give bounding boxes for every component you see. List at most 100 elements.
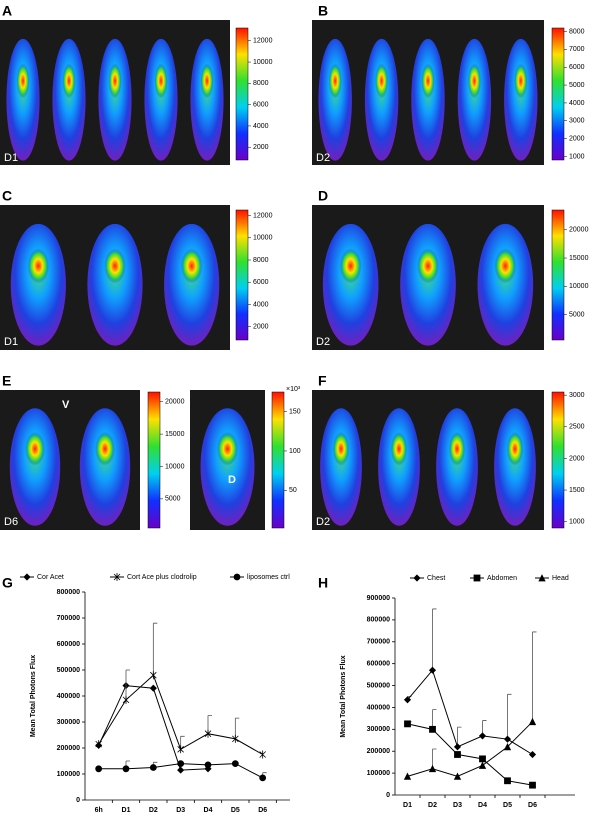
colorbar (271, 391, 285, 529)
day-label: D2 (316, 336, 330, 348)
marker (122, 765, 130, 773)
marker (538, 574, 546, 582)
marker (113, 573, 121, 581)
day-label: D6 (4, 516, 18, 528)
colorbar (551, 27, 565, 161)
marker (95, 765, 103, 773)
series-line (407, 669, 533, 755)
marker (231, 760, 239, 767)
marker (204, 761, 212, 769)
legend-label: Cort Ace plus clodrolip (127, 574, 197, 581)
signal-hotspot (104, 248, 126, 284)
marker (122, 695, 130, 704)
y-tick-label: 0 (76, 797, 80, 804)
colorbar-tick-label: 2000 (253, 324, 269, 331)
legend-label: Head (552, 575, 569, 582)
y-tick-label: 300000 (57, 719, 80, 726)
x-tick-label: D4 (478, 802, 487, 809)
x-tick-label: D6 (528, 802, 537, 809)
series-line (98, 685, 209, 771)
panel-label: B (318, 3, 328, 19)
signal-hotspot (514, 63, 528, 99)
colorbar-tick-label: 100 (289, 448, 301, 455)
marker (259, 750, 266, 759)
marker (259, 774, 267, 782)
signal-hotspot (95, 432, 115, 466)
error-bar (152, 622, 158, 676)
y-tick-label: 900000 (367, 595, 390, 602)
marker (453, 772, 462, 780)
error-bar (532, 631, 537, 722)
marker (473, 574, 481, 582)
day-label: D1 (4, 152, 18, 164)
marker (150, 671, 157, 680)
x-tick-label: D5 (503, 802, 512, 809)
marker (149, 684, 157, 692)
y-tick-label: 700000 (57, 615, 80, 622)
colorbar-tick-label: 12000 (253, 212, 273, 219)
marker (503, 742, 512, 751)
signal-hotspot (200, 63, 214, 99)
marker (528, 750, 537, 759)
marker (479, 755, 486, 763)
colorbar-tick-label: 4000 (569, 100, 585, 107)
error-bar (432, 748, 437, 769)
signal-hotspot (421, 63, 435, 99)
marker (149, 764, 157, 771)
series (403, 631, 537, 780)
marker (204, 729, 212, 738)
signal-hotspot (154, 63, 168, 99)
panel-label: A (2, 3, 12, 19)
colorbar-tick-label: 2000 (253, 144, 269, 151)
error-bar (432, 608, 437, 671)
mouse-body (504, 38, 538, 161)
colorbar-tick-label: 2500 (569, 424, 585, 431)
y-tick-label: 100000 (367, 770, 390, 777)
x-tick-label: D1 (403, 802, 412, 809)
marker (403, 696, 412, 704)
y-axis-label: Mean Total Photons Flux (30, 655, 37, 737)
colorbar (147, 391, 161, 529)
signal-hotspot (328, 63, 342, 99)
day-label: D2 (316, 516, 330, 528)
y-tick-label: 400000 (57, 693, 80, 700)
series-line (407, 721, 533, 777)
x-tick-label: D2 (428, 802, 437, 809)
y-tick-label: 700000 (367, 639, 390, 646)
colorbar (235, 209, 249, 341)
x-tick-label: D4 (204, 807, 213, 814)
signal-hotspot (390, 432, 408, 466)
mouse-body (190, 38, 224, 161)
mouse-body (164, 223, 220, 346)
mouse-body (378, 408, 420, 526)
colorbar-tick-label: 6000 (569, 64, 585, 71)
marker (428, 666, 437, 674)
y-tick-label: 500000 (367, 682, 390, 689)
mouse-body (400, 223, 456, 346)
colorbar-tick-label: 150 (289, 408, 301, 415)
colorbar-tick-label: 20000 (165, 399, 185, 406)
marker (404, 720, 411, 728)
colorbar (551, 209, 565, 341)
y-tick-label: 400000 (367, 704, 390, 711)
marker (454, 751, 461, 758)
x-tick-label: D3 (176, 807, 185, 814)
mouse-body (79, 408, 131, 526)
x-tick-label: 6h (95, 807, 103, 814)
marker (478, 761, 487, 769)
x-tick-label: D2 (149, 807, 158, 814)
colorbar-tick-label: 2000 (569, 135, 585, 142)
series (95, 760, 267, 782)
image-annotation: V (62, 399, 70, 411)
x-tick-label: D5 (231, 807, 240, 814)
mouse-body (10, 223, 66, 346)
mouse-body (318, 38, 352, 161)
series (403, 608, 537, 759)
y-tick-label: 300000 (367, 726, 390, 733)
colorbar (551, 391, 565, 529)
marker (428, 764, 437, 773)
signal-hotspot (417, 248, 439, 284)
colorbar-unit: ×10³ (286, 386, 301, 393)
marker (528, 717, 537, 726)
legend-label: Abdomen (487, 575, 517, 582)
